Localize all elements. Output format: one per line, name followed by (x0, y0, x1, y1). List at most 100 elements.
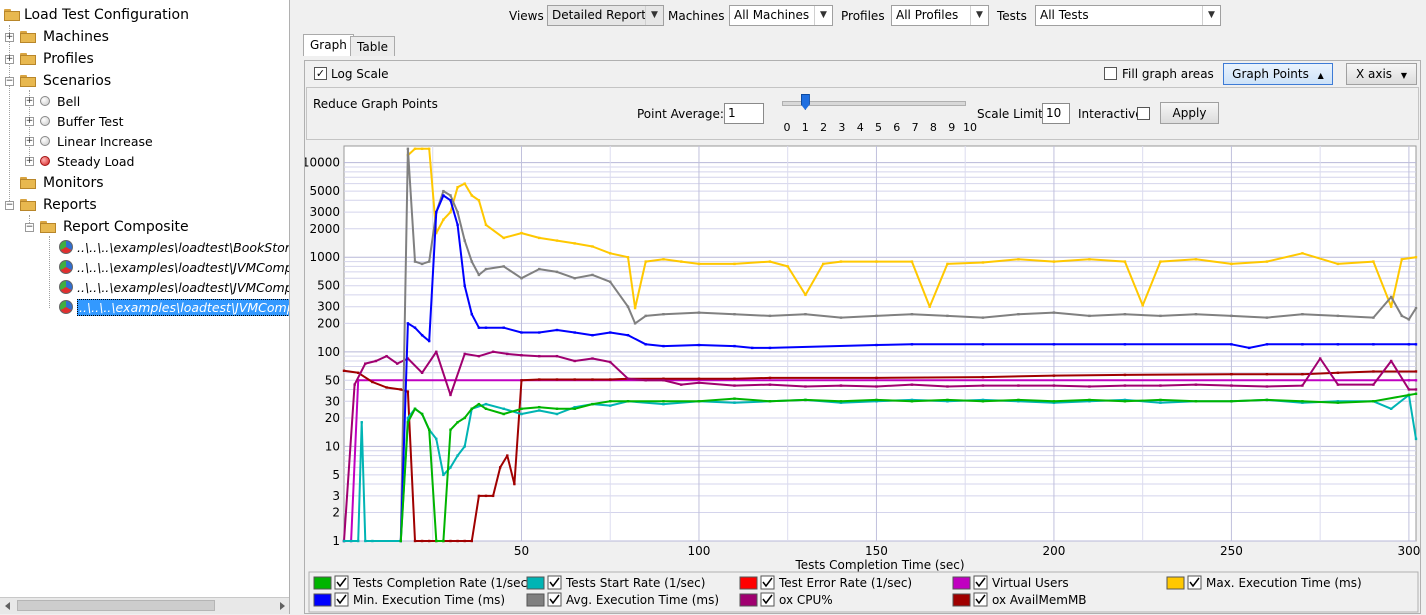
data-point-start (733, 401, 736, 404)
tree-item-reports[interactable]: − Reports (5, 197, 97, 213)
tests-select[interactable]: All Tests ▼ (1035, 5, 1221, 26)
scenario-linear-increase[interactable]: + Linear Increase (25, 133, 153, 149)
data-point-cpu (768, 383, 772, 386)
apply-button[interactable]: Apply (1160, 102, 1219, 124)
report-file[interactable]: ..\..\..\examples\loadtest\BookStore (59, 237, 289, 257)
graph-panel: ✓ Log Scale Fill graph areas Graph Point… (304, 60, 1421, 614)
data-point-completion (697, 400, 701, 403)
data-point-start (435, 437, 438, 441)
expand-icon[interactable]: + (25, 135, 34, 146)
tree-item-scenarios[interactable]: − Scenarios (5, 73, 112, 89)
expand-icon[interactable]: + (25, 95, 34, 106)
interactive-checkbox[interactable] (1137, 107, 1150, 120)
data-point-completion (591, 402, 594, 406)
graph-points-button[interactable]: Graph Points ▲ (1223, 63, 1333, 85)
machines-select[interactable]: All Machines ▼ (729, 5, 833, 26)
tree-root[interactable]: Load Test Configuration (4, 5, 189, 25)
collapse-icon[interactable]: − (5, 199, 14, 210)
data-point-completion (502, 412, 505, 416)
log-scale-checkbox[interactable]: ✓ (314, 67, 327, 80)
tree-item-profiles[interactable]: + Profiles (5, 51, 94, 67)
scenario-buffer-test[interactable]: + Buffer Test (25, 113, 124, 129)
fill-areas-checkbox[interactable] (1104, 67, 1117, 80)
data-point-cpu (396, 362, 399, 365)
data-point-minexec (1407, 343, 1411, 346)
tree-horizontal-scrollbar[interactable] (0, 597, 289, 614)
slider-tick-label: 7 (911, 121, 919, 134)
scale-limit-input[interactable]: 10 (1042, 103, 1070, 124)
data-point-avgexec (463, 239, 466, 242)
data-point-minexec (573, 331, 576, 334)
legend-swatch-start (526, 576, 545, 590)
data-point-start (1336, 400, 1340, 403)
tree-item-report-composite[interactable]: − Report Composite (25, 219, 189, 235)
tree-item-monitors[interactable]: Monitors (20, 173, 104, 193)
data-point-completion (484, 407, 488, 410)
data-point-completion (456, 421, 459, 424)
data-point-maxexec (633, 306, 637, 310)
data-point-avgexec (406, 147, 410, 151)
chevron-up-icon: ▲ (1317, 71, 1324, 80)
data-point-completion (981, 400, 985, 403)
data-point-completion (538, 405, 541, 409)
data-point-start (573, 405, 576, 409)
log-scale-label: Log Scale (331, 67, 389, 81)
profiles-select[interactable]: All Profiles ▼ (891, 5, 989, 26)
data-point-completion (875, 398, 878, 402)
data-point-cpu (680, 383, 683, 386)
views-select[interactable]: Detailed Report ▼ (547, 5, 664, 26)
tree-item-machines[interactable]: + Machines (5, 29, 109, 45)
collapse-icon[interactable]: − (5, 75, 14, 86)
data-point-maxexec (697, 262, 701, 266)
expand-icon[interactable]: + (5, 53, 14, 64)
slider-tick-label: 10 (963, 121, 977, 134)
tab-graph[interactable]: Graph (303, 34, 354, 56)
scenario-bell[interactable]: + Bell (25, 93, 81, 109)
series-line-minexec (399, 194, 1416, 542)
data-point-maxexec (413, 147, 417, 151)
data-point-cpu (385, 354, 388, 358)
data-point-start (609, 404, 612, 407)
data-point-avgexec (484, 267, 488, 271)
data-point-start (1159, 401, 1162, 404)
x-axis-button[interactable]: X axis ▼ (1346, 63, 1417, 85)
scenario-steady-load[interactable]: + Steady Load (25, 153, 135, 169)
data-point-minexec (1123, 343, 1127, 346)
series-line-completion (399, 392, 1417, 542)
data-point-completion (910, 400, 914, 403)
legend-swatch-completion (313, 576, 332, 590)
data-point-start (360, 421, 363, 424)
data-point-maxexec (910, 260, 914, 263)
data-point-completion (1301, 400, 1304, 403)
expand-icon[interactable]: + (25, 155, 34, 166)
data-point-cpu (697, 381, 701, 385)
data-point-cpu (1194, 383, 1198, 386)
data-point-cpu (910, 383, 914, 386)
expand-icon[interactable]: + (5, 31, 14, 42)
expand-icon[interactable]: + (25, 115, 34, 126)
data-point-vusers (356, 379, 360, 382)
data-point-minexec (502, 326, 505, 329)
scrollbar-thumb[interactable] (17, 600, 215, 611)
data-point-avgexec (1017, 312, 1020, 316)
point-average-slider[interactable]: 0 1 2 3 4 5 6 7 8 9 10 (777, 90, 977, 140)
y-tick-label: 3 (332, 489, 340, 503)
folder-open-icon (40, 221, 56, 233)
slider-thumb[interactable] (800, 94, 810, 110)
data-point-start (364, 539, 367, 543)
report-file-selected[interactable]: ..\..\..\examples\loadtest\JVMCompa (59, 297, 289, 317)
report-file[interactable]: ..\..\..\examples\loadtest\JVMCompa (59, 277, 289, 297)
data-point-maxexec (839, 260, 843, 263)
scroll-left-icon[interactable] (5, 602, 10, 610)
data-point-start (875, 400, 878, 403)
point-average-input[interactable]: 1 (724, 103, 764, 124)
data-point-mem (513, 482, 516, 486)
tree-connector (29, 215, 30, 227)
report-file[interactable]: ..\..\..\examples\loadtest\JVMCompa (59, 257, 289, 277)
chevron-down-icon: ▼ (1202, 6, 1220, 25)
data-point-maxexec (484, 223, 488, 227)
collapse-icon[interactable]: − (25, 221, 34, 232)
scroll-right-icon[interactable] (280, 602, 285, 610)
tab-table[interactable]: Table (350, 36, 396, 56)
